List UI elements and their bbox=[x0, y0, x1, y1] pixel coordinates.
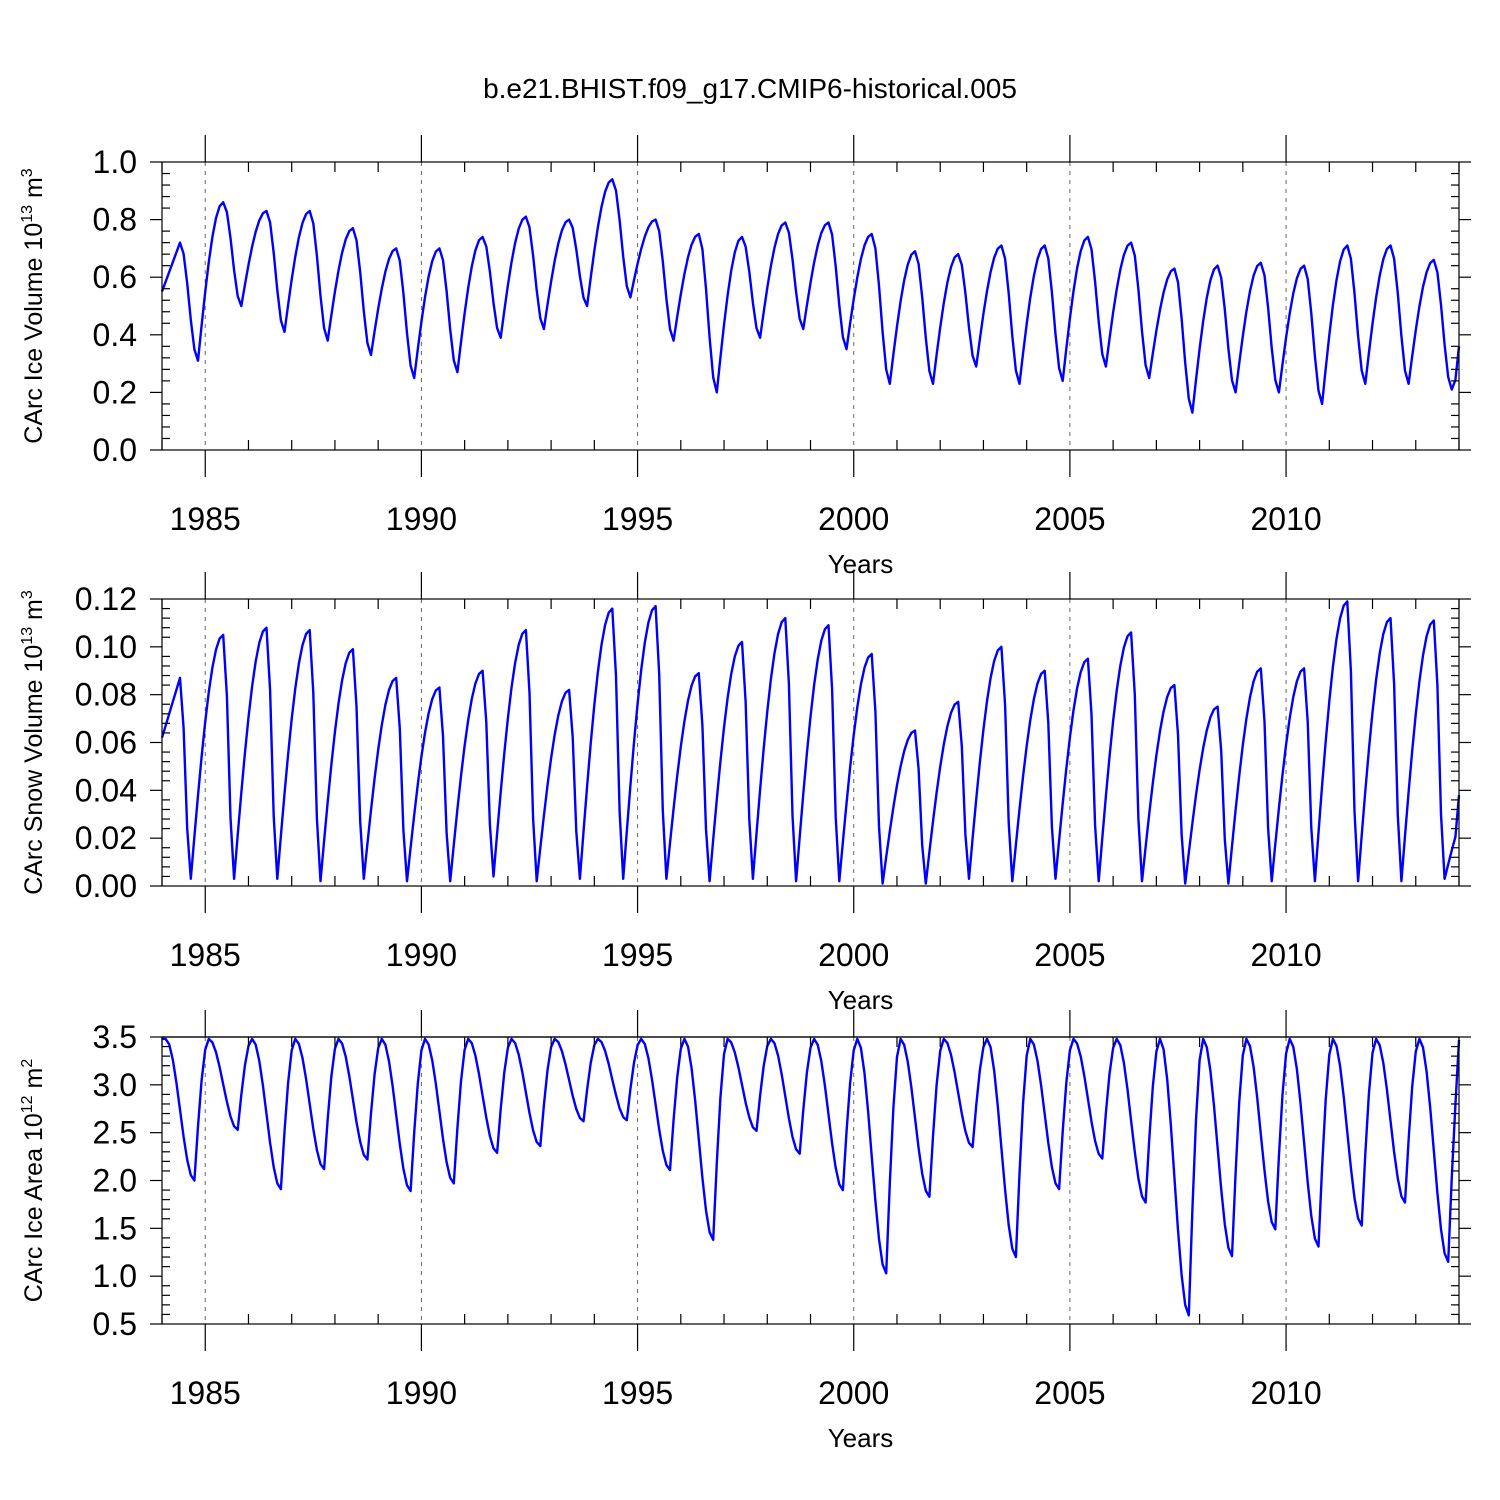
y-tick-label: 2.0 bbox=[93, 1163, 137, 1199]
y-tick-label: 1.5 bbox=[93, 1210, 137, 1246]
y-tick-label: 1.0 bbox=[93, 144, 137, 180]
y-tick-label: 0.04 bbox=[75, 772, 137, 808]
x-tick-label: 2000 bbox=[818, 1375, 889, 1411]
y-tick-label: 0.08 bbox=[75, 677, 137, 713]
y-axis-label: CArc Ice Volume 1013 m3 bbox=[19, 168, 48, 444]
x-tick-label: 2010 bbox=[1250, 1375, 1321, 1411]
y-tick-label: 0.00 bbox=[75, 868, 137, 904]
y-axis-label-text: CArc Ice Volume 10 bbox=[20, 223, 48, 444]
x-axis-label: Years bbox=[828, 549, 894, 579]
x-tick-label: 1985 bbox=[170, 937, 241, 973]
y-tick-label: 0.6 bbox=[93, 259, 137, 295]
y-axis-label-exponent: 13 bbox=[19, 627, 36, 645]
y-tick-label: 0.0 bbox=[93, 432, 137, 468]
x-tick-label: 1995 bbox=[602, 937, 673, 973]
x-tick-label: 1985 bbox=[170, 501, 241, 537]
y-axis-label: CArc Ice Area 1012 m2 bbox=[19, 1059, 48, 1303]
panel-ice-volume: 1985 1990 1995 2000 2005 2010 0.0 0.2 0.4 0.6 0.8 1… bbox=[19, 135, 1471, 579]
x-tick-label: 1990 bbox=[386, 937, 457, 973]
y-tick-label: 0.06 bbox=[75, 725, 137, 761]
series-line-ice-volume bbox=[160, 178, 1461, 414]
y-tick-label: 3.0 bbox=[93, 1067, 137, 1103]
x-tick-label: 1995 bbox=[602, 501, 673, 537]
y-tick-label: 0.5 bbox=[93, 1306, 137, 1342]
y-axis-label-unit-exponent: 3 bbox=[19, 590, 36, 599]
panel-snow-volume: 1985 1990 1995 2000 2005 2010 0.00 0.02 0.04 0.06… bbox=[19, 572, 1471, 1015]
x-tick-label: 1990 bbox=[386, 1375, 457, 1411]
x-axis-label: Years bbox=[828, 985, 894, 1015]
y-tick-label: 3.5 bbox=[93, 1019, 137, 1055]
plot-frame bbox=[161, 1036, 1460, 1325]
y-tick-label: 1.0 bbox=[93, 1258, 137, 1294]
x-tick-label: 2005 bbox=[1034, 1375, 1105, 1411]
x-tick-label: 2000 bbox=[818, 937, 889, 973]
y-axis-label: CArc Snow Volume 1013 m3 bbox=[19, 590, 48, 895]
y-axis-label-unit-exponent: 3 bbox=[19, 168, 36, 177]
x-tick-label: 1990 bbox=[386, 501, 457, 537]
series-line-ice-area bbox=[162, 1037, 1461, 1317]
y-tick-label: 0.02 bbox=[75, 820, 137, 856]
y-axis-label-text: CArc Ice Area 10 bbox=[20, 1113, 48, 1302]
panel-ice-area: 1985 1990 1995 2000 2005 2010 0.5 1.0 1.5 2.0 2.5 3… bbox=[19, 1010, 1471, 1453]
y-axis-label-unit-exponent: 2 bbox=[19, 1059, 36, 1068]
y-axis-label-unit: m bbox=[20, 599, 48, 627]
x-tick-label: 2010 bbox=[1250, 937, 1321, 973]
plot-frame bbox=[161, 161, 1460, 451]
x-tick-label: 1995 bbox=[602, 1375, 673, 1411]
y-axis-label-unit: m bbox=[20, 177, 48, 205]
x-tick-label: 2005 bbox=[1034, 501, 1105, 537]
x-tick-label: 2005 bbox=[1034, 937, 1105, 973]
y-tick-label: 0.8 bbox=[93, 202, 137, 238]
y-tick-label: 0.2 bbox=[93, 374, 137, 410]
x-axis-label: Years bbox=[828, 1423, 894, 1453]
x-tick-label: 2000 bbox=[818, 501, 889, 537]
y-tick-label: 0.10 bbox=[75, 629, 137, 665]
x-tick-label: 2010 bbox=[1250, 501, 1321, 537]
figure-title: b.e21.BHIST.f09_g17.CMIP6-historical.005 bbox=[483, 73, 1017, 104]
x-tick-label: 1985 bbox=[170, 1375, 241, 1411]
y-tick-label: 0.12 bbox=[75, 581, 137, 617]
series-line-snow-volume bbox=[160, 600, 1461, 885]
y-tick-label: 2.5 bbox=[93, 1115, 137, 1151]
y-tick-label: 0.4 bbox=[93, 317, 137, 353]
y-axis-label-exponent: 12 bbox=[19, 1095, 36, 1113]
y-axis-label-exponent: 13 bbox=[19, 205, 36, 223]
y-axis-label-text: CArc Snow Volume 10 bbox=[20, 645, 48, 895]
y-axis-label-unit: m bbox=[20, 1068, 48, 1096]
